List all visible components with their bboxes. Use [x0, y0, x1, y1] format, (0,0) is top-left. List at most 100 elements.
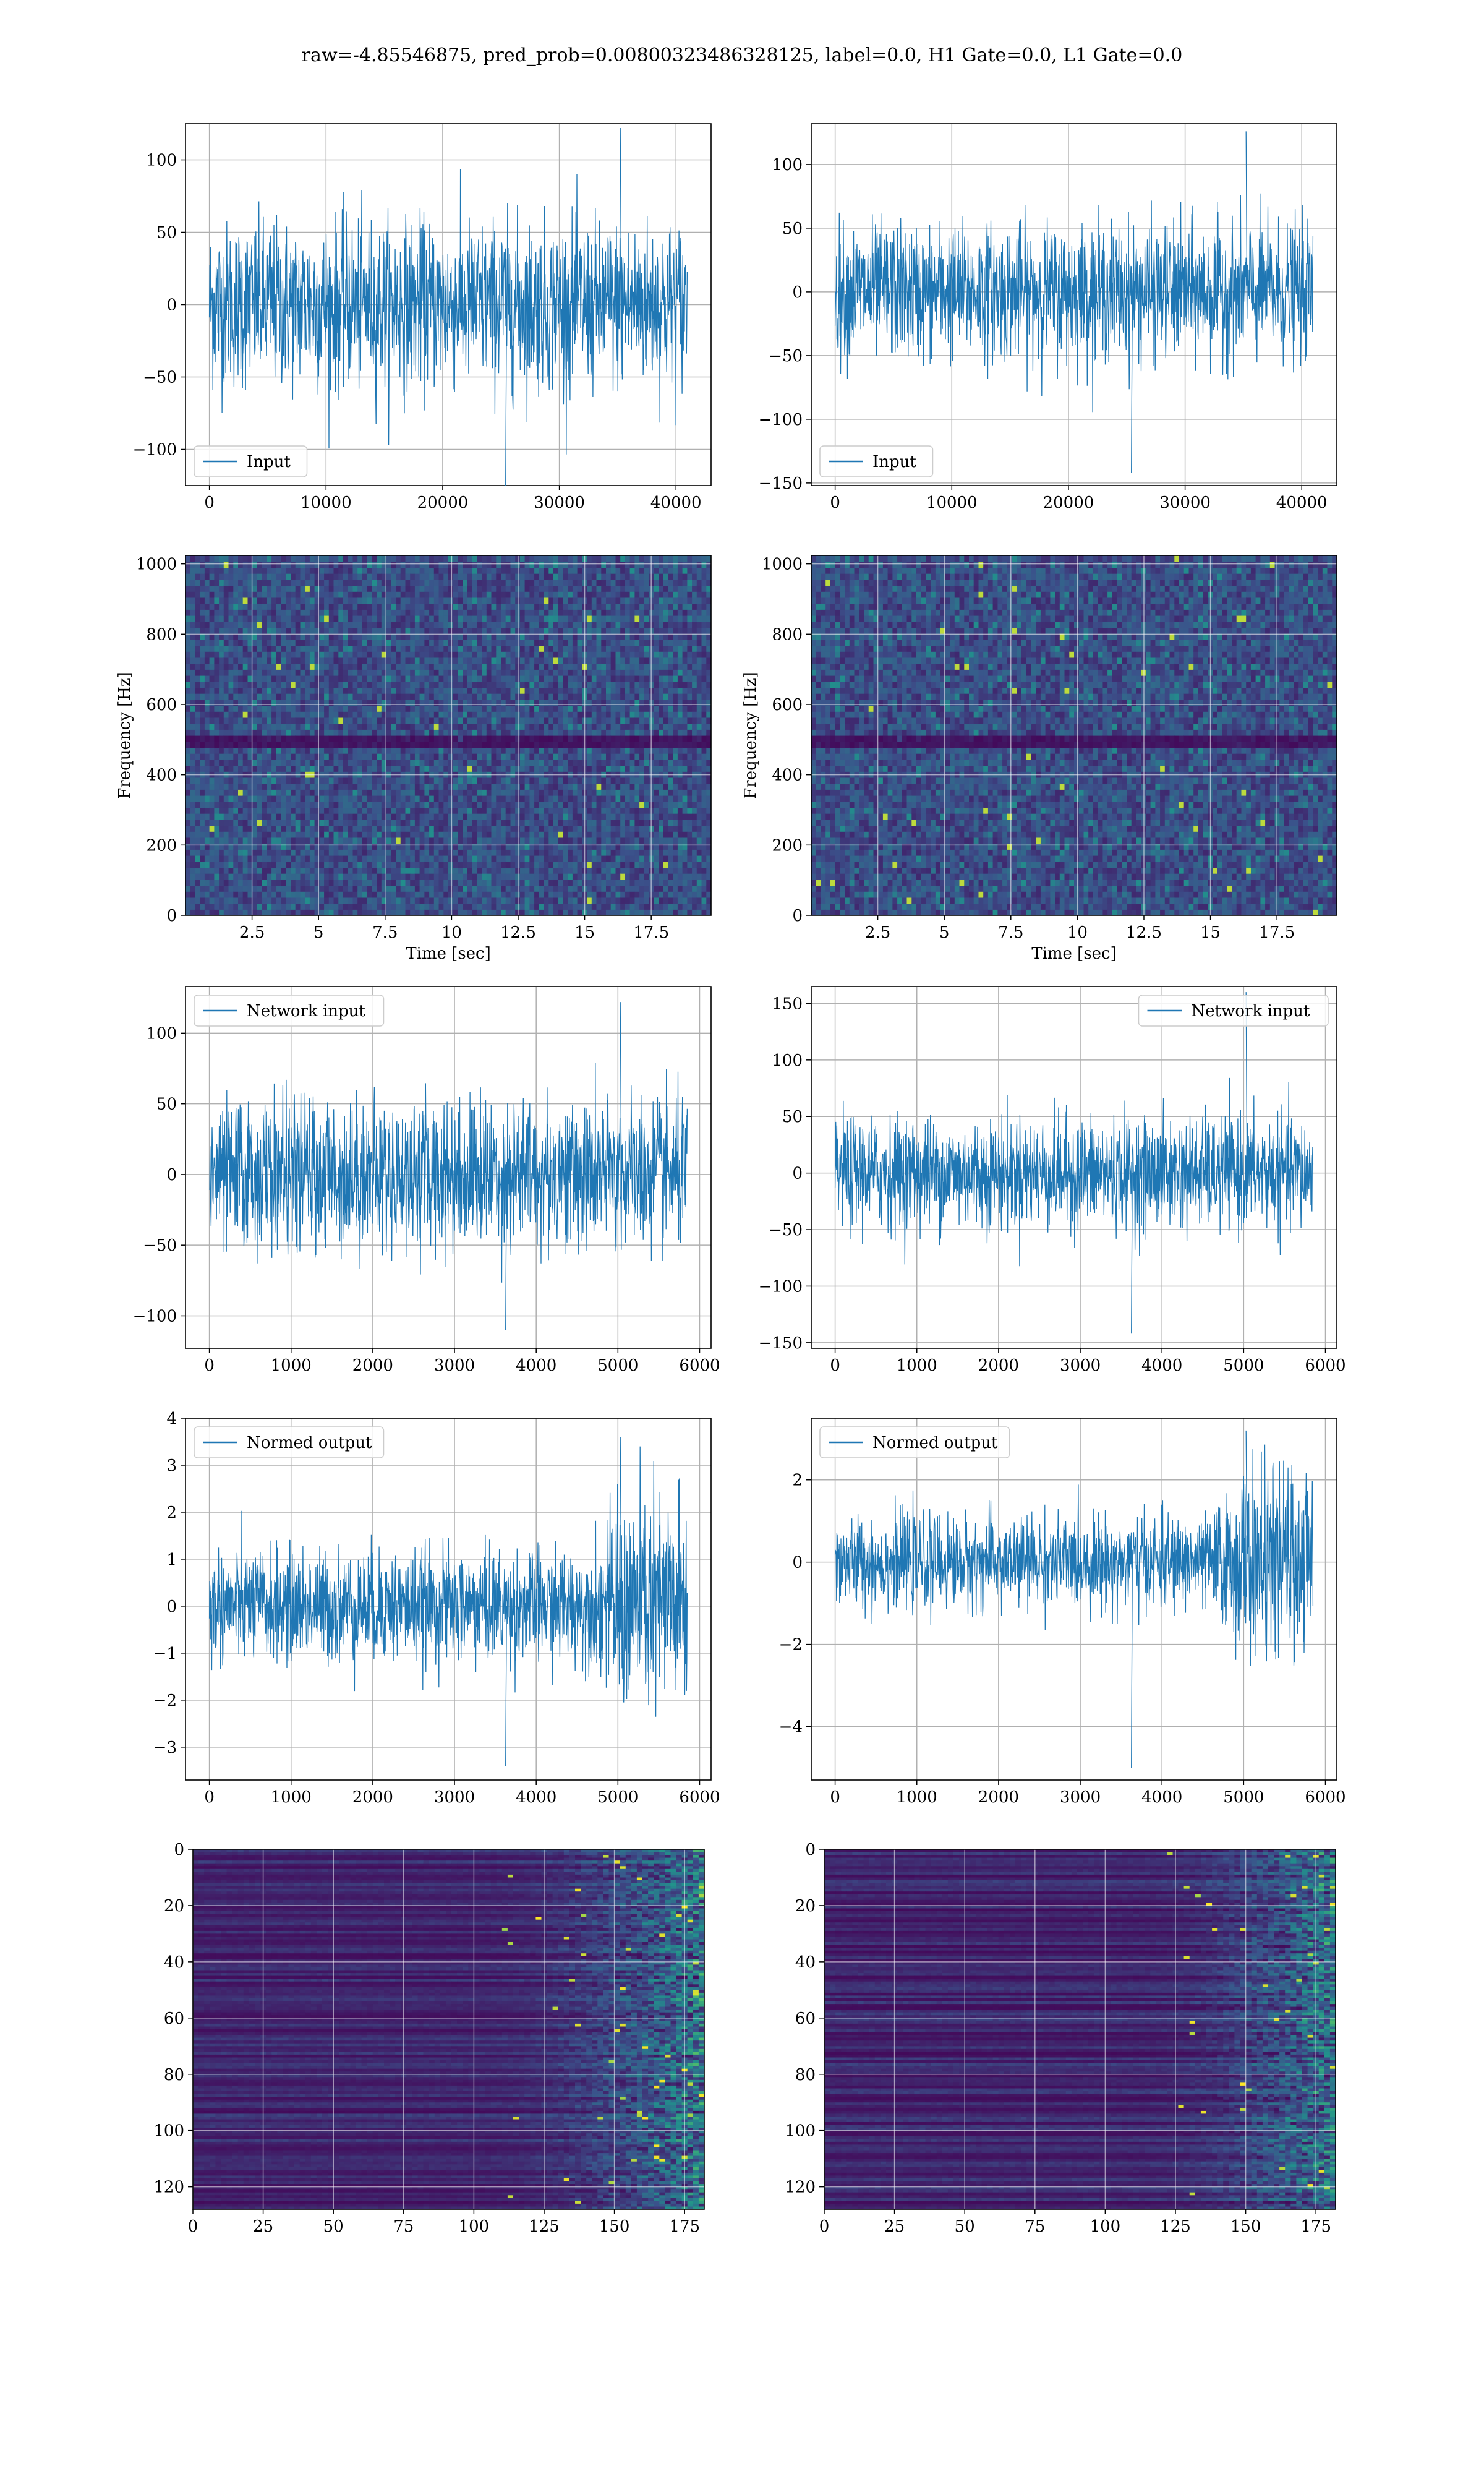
x-tick-label: 10 — [441, 923, 462, 942]
y-tick-label: −50 — [143, 369, 177, 387]
heatmap-cells — [193, 1849, 704, 2209]
y-tick-label: 100 — [146, 1024, 177, 1043]
x-axis-label: Time [sec] — [1031, 944, 1117, 963]
x-tick-label: 2000 — [352, 1788, 393, 1807]
x-tick-label: 12.5 — [500, 923, 536, 942]
axes-frame — [811, 986, 1337, 1349]
y-tick-label: 2 — [792, 1471, 803, 1490]
x-tick-label: 2.5 — [239, 923, 265, 942]
heatmap-cells — [824, 1849, 1336, 2209]
x-tick-label: 10000 — [301, 494, 352, 512]
x-tick-label: 0 — [204, 1356, 215, 1375]
axes-frame — [185, 1418, 712, 1781]
chart-net-h1: 0 1000 2000 3000 4000 5000 6000 −100 −50 0 50 100 Ne… — [133, 986, 720, 1375]
y-tick-label: −3 — [153, 1739, 177, 1757]
x-tick-label: 2000 — [978, 1788, 1019, 1807]
x-tick-label: 50 — [955, 2217, 975, 2236]
x-tick-label: 4000 — [516, 1788, 556, 1807]
x-tick-label: 3000 — [1060, 1788, 1101, 1807]
x-tick-label: 125 — [1160, 2217, 1191, 2236]
series-line — [834, 992, 1314, 1334]
chart-feat-l1: 0 25 50 75 100 125 150 175 0 20 40 60 80 100 120 — [785, 1841, 1336, 2236]
y-tick-label: −100 — [133, 441, 177, 460]
x-tick-label: 4000 — [516, 1356, 556, 1375]
y-tick-label: −100 — [759, 1277, 803, 1296]
y-tick-label: 0 — [805, 1841, 816, 1859]
series-line — [834, 1430, 1314, 1768]
x-tick-label: 40000 — [1276, 494, 1328, 512]
y-tick-label: 1000 — [136, 555, 177, 574]
x-tick-label: 0 — [830, 1356, 840, 1375]
y-tick-label: 20 — [164, 1897, 184, 1915]
x-tick-label: 4000 — [1141, 1788, 1182, 1807]
x-tick-label: 50 — [323, 2217, 344, 2236]
x-tick-label: 0 — [204, 1788, 215, 1807]
y-tick-label: 60 — [795, 2010, 816, 2028]
chart-net-l1: 0 1000 2000 3000 4000 5000 6000 −150 −100 −50 0 50 1… — [759, 986, 1346, 1375]
x-tick-label: 175 — [669, 2217, 700, 2236]
chart-norm-h1: 0 1000 2000 3000 4000 5000 6000 −3 −2 −1 0 1 2 3 4 Norm… — [153, 1410, 720, 1807]
y-tick-label: 1000 — [762, 555, 803, 574]
y-tick-label: 2 — [166, 1504, 177, 1522]
x-tick-label: 75 — [1025, 2217, 1045, 2236]
y-tick-label: 0 — [166, 1598, 177, 1616]
x-tick-label: 5000 — [1223, 1788, 1264, 1807]
x-tick-label: 1000 — [271, 1356, 312, 1375]
chart-input-l1: 0 10000 20000 30000 40000 −150 −100 −50 0 50 100 In… — [759, 123, 1337, 512]
series-line — [208, 1437, 688, 1766]
y-tick-label: −50 — [769, 347, 803, 366]
x-tick-label: 2000 — [978, 1356, 1019, 1375]
y-tick-label: 80 — [164, 2066, 184, 2084]
grid-lines — [192, 1849, 704, 2209]
y-tick-label: −1 — [153, 1645, 177, 1663]
x-tick-label: 10 — [1067, 923, 1088, 942]
x-tick-label: 175 — [1300, 2217, 1331, 2236]
y-axis-label: Frequency [Hz] — [116, 672, 134, 799]
x-tick-label: 0 — [830, 1788, 840, 1807]
axes-frame — [185, 555, 712, 916]
y-tick-label: −2 — [779, 1636, 803, 1654]
y-tick-label: 0 — [174, 1841, 184, 1859]
y-tick-label: 0 — [166, 296, 177, 315]
legend: Input — [194, 445, 308, 477]
chart-input-h1: 0 10000 20000 30000 40000 −100 −50 0 50 100 Input — [133, 123, 712, 512]
y-tick-label: 100 — [146, 152, 177, 170]
y-tick-label: 150 — [772, 995, 803, 1013]
x-tick-label: 3000 — [434, 1356, 475, 1375]
x-tick-label: 7.5 — [998, 923, 1023, 942]
y-tick-label: 50 — [156, 224, 177, 242]
axes-frame — [811, 555, 1337, 916]
heatmap-cells — [186, 555, 711, 915]
y-tick-label: 0 — [792, 907, 803, 925]
x-tick-label: 3000 — [1060, 1356, 1101, 1375]
y-tick-label: 1 — [166, 1551, 177, 1569]
x-tick-label: 0 — [830, 494, 840, 512]
y-tick-label: −50 — [143, 1236, 177, 1255]
legend-label: Input — [872, 453, 916, 471]
series-line — [209, 1002, 688, 1330]
x-tick-label: 100 — [459, 2217, 490, 2236]
y-tick-label: 600 — [146, 696, 177, 714]
x-tick-label: 5 — [313, 923, 324, 942]
y-tick-label: 50 — [782, 220, 803, 238]
x-tick-label: 4000 — [1141, 1356, 1182, 1375]
y-tick-label: 0 — [792, 1165, 803, 1183]
x-tick-label: 150 — [599, 2217, 630, 2236]
figure-title: raw=-4.85546875, pred_prob=0.00800323486… — [0, 45, 1484, 66]
y-tick-label: −100 — [759, 411, 803, 429]
y-tick-label: 0 — [792, 283, 803, 302]
y-tick-label: 600 — [772, 696, 803, 714]
legend: Normed output — [819, 1426, 1010, 1458]
series-line — [834, 131, 1314, 473]
legend-label: Input — [247, 453, 291, 471]
y-tick-label: −150 — [759, 1334, 803, 1353]
legend-label: Normed output — [872, 1434, 998, 1452]
x-tick-label: 20000 — [417, 494, 469, 512]
y-tick-label: −50 — [769, 1221, 803, 1239]
x-tick-label: 30000 — [534, 494, 585, 512]
legend: Network input — [1138, 995, 1329, 1027]
y-tick-label: 50 — [156, 1095, 177, 1114]
x-tick-label: 125 — [529, 2217, 560, 2236]
x-tick-label: 25 — [884, 2217, 905, 2236]
